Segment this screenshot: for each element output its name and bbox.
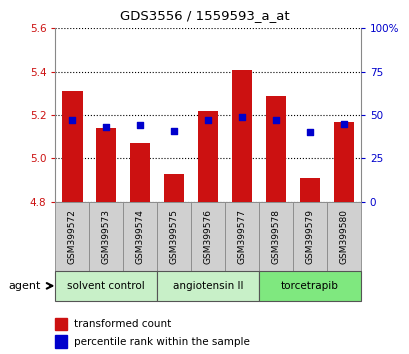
Bar bbox=[231, 69, 252, 202]
Point bbox=[306, 130, 312, 135]
Bar bbox=[258, 202, 292, 271]
Text: GSM399572: GSM399572 bbox=[67, 209, 76, 264]
Bar bbox=[326, 202, 360, 271]
Text: percentile rank within the sample: percentile rank within the sample bbox=[74, 337, 249, 347]
Point bbox=[272, 118, 279, 123]
Bar bbox=[265, 96, 285, 202]
Point bbox=[171, 128, 177, 133]
Text: GSM399578: GSM399578 bbox=[271, 209, 280, 264]
Text: GSM399575: GSM399575 bbox=[169, 209, 178, 264]
Bar bbox=[292, 202, 326, 271]
Text: GSM399576: GSM399576 bbox=[203, 209, 212, 264]
Bar bbox=[198, 111, 218, 202]
Bar bbox=[96, 128, 116, 202]
Bar bbox=[191, 202, 225, 271]
Bar bbox=[89, 202, 123, 271]
Point bbox=[204, 118, 211, 123]
Text: solvent control: solvent control bbox=[67, 281, 145, 291]
Text: agent: agent bbox=[8, 281, 40, 291]
Text: GSM399579: GSM399579 bbox=[305, 209, 314, 264]
Text: GDS3556 / 1559593_a_at: GDS3556 / 1559593_a_at bbox=[120, 9, 289, 22]
Bar bbox=[164, 173, 184, 202]
Point bbox=[69, 118, 75, 123]
Text: GSM399574: GSM399574 bbox=[135, 209, 144, 264]
Bar bbox=[157, 271, 258, 301]
Point bbox=[103, 124, 109, 130]
Text: GSM399577: GSM399577 bbox=[237, 209, 246, 264]
Bar bbox=[157, 202, 191, 271]
Text: torcetrapib: torcetrapib bbox=[280, 281, 338, 291]
Bar bbox=[333, 121, 353, 202]
Text: GSM399573: GSM399573 bbox=[101, 209, 110, 264]
Bar bbox=[55, 318, 67, 330]
Bar bbox=[130, 143, 150, 202]
Text: transformed count: transformed count bbox=[74, 319, 171, 329]
Text: angiotensin II: angiotensin II bbox=[173, 281, 243, 291]
Bar bbox=[55, 202, 89, 271]
Bar bbox=[258, 271, 360, 301]
Point bbox=[340, 121, 346, 126]
Bar bbox=[123, 202, 157, 271]
Point bbox=[137, 122, 143, 128]
Bar bbox=[55, 335, 67, 348]
Bar bbox=[225, 202, 258, 271]
Point bbox=[238, 114, 245, 120]
Bar bbox=[55, 271, 157, 301]
Text: GSM399580: GSM399580 bbox=[339, 209, 348, 264]
Bar bbox=[299, 178, 319, 202]
Bar bbox=[62, 91, 82, 202]
